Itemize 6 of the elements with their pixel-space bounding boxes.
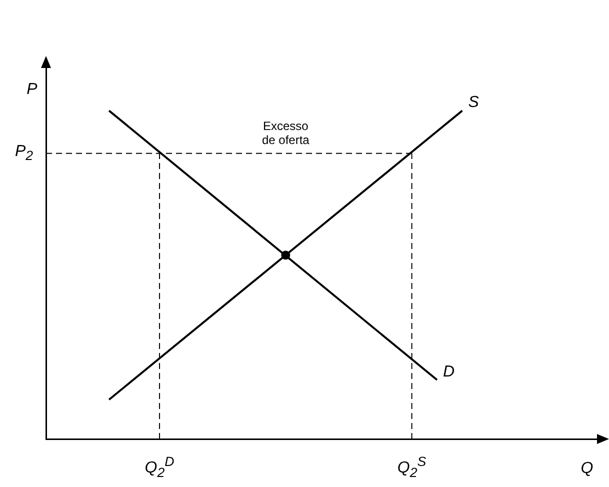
series-label: D [443, 363, 456, 380]
x-axis-title: Q [580, 460, 594, 478]
series-label: S [468, 94, 480, 112]
y-axis-title: P [26, 81, 38, 99]
annotation: Excesso de oferta [260, 119, 310, 148]
ref-line-label: P$_{2}$ [14, 143, 34, 164]
